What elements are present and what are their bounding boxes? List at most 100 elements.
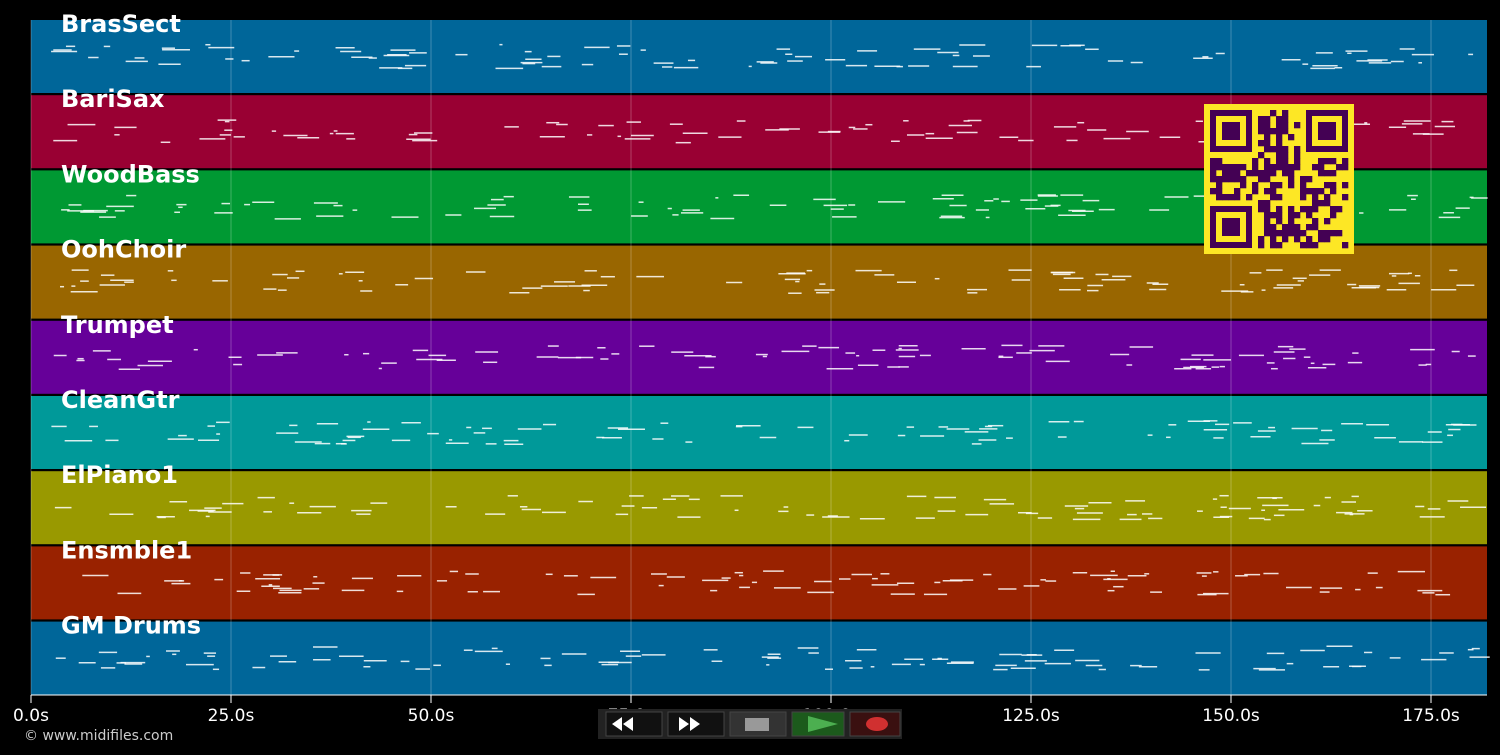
tick-label: 175.0s xyxy=(1402,706,1460,726)
qr-module xyxy=(1228,170,1235,177)
tick-label: 125.0s xyxy=(1002,706,1060,726)
qr-module xyxy=(1288,182,1295,189)
qr-module xyxy=(1258,200,1265,207)
track-lane xyxy=(31,471,1487,545)
track-name: ElPiano1 xyxy=(61,461,178,489)
qr-module xyxy=(1336,230,1343,237)
qr-module xyxy=(1330,206,1337,213)
qr-module xyxy=(1312,206,1319,213)
track-lane xyxy=(31,396,1487,469)
qr-module xyxy=(1282,158,1289,165)
qr-module xyxy=(1228,194,1235,201)
qr-module xyxy=(1282,224,1289,231)
qr-module xyxy=(1210,158,1217,165)
qr-module xyxy=(1216,194,1223,201)
qr-module xyxy=(1294,230,1301,237)
qr-module xyxy=(1318,236,1325,243)
track-lane xyxy=(31,20,1487,93)
qr-module xyxy=(1276,182,1283,189)
qr-module xyxy=(1294,158,1301,165)
qr-module xyxy=(1264,140,1271,147)
record-icon xyxy=(866,717,888,731)
qr-module xyxy=(1270,182,1277,189)
qr-module xyxy=(1210,176,1217,183)
qr-module xyxy=(1300,230,1307,237)
qr-module xyxy=(1288,206,1295,213)
qr-module xyxy=(1264,164,1271,171)
qr-module xyxy=(1312,218,1319,225)
qr-module xyxy=(1258,152,1265,159)
tick-label: 25.0s xyxy=(208,706,255,726)
qr-finder xyxy=(1222,122,1240,140)
qr-module xyxy=(1324,158,1331,165)
qr-module xyxy=(1288,230,1295,237)
qr-module xyxy=(1288,170,1295,177)
qr-module xyxy=(1258,122,1265,129)
qr-module xyxy=(1342,158,1349,165)
qr-module xyxy=(1264,116,1271,123)
qr-module xyxy=(1324,194,1331,201)
qr-module xyxy=(1240,176,1247,183)
qr-module xyxy=(1300,176,1307,183)
qr-module xyxy=(1264,230,1271,237)
track-lane xyxy=(31,546,1487,620)
qr-module xyxy=(1306,224,1313,231)
qr-module xyxy=(1294,152,1301,159)
tick-label: 50.0s xyxy=(408,706,455,726)
qr-module xyxy=(1306,188,1313,195)
qr-module xyxy=(1342,194,1349,201)
qr-module xyxy=(1324,236,1331,243)
qr-module xyxy=(1216,158,1223,165)
qr-module xyxy=(1324,182,1331,189)
qr-module xyxy=(1264,200,1271,207)
qr-module xyxy=(1234,164,1241,171)
qr-module xyxy=(1282,230,1289,237)
qr-module xyxy=(1240,164,1247,171)
qr-module xyxy=(1306,212,1313,219)
qr-module xyxy=(1312,200,1319,207)
qr-module xyxy=(1264,224,1271,231)
qr-module xyxy=(1252,182,1259,189)
qr-module xyxy=(1312,188,1319,195)
qr-module xyxy=(1216,182,1223,189)
qr-module xyxy=(1228,164,1235,171)
qr-module xyxy=(1294,212,1301,219)
qr-module xyxy=(1336,164,1343,171)
qr-module xyxy=(1330,230,1337,237)
qr-module xyxy=(1222,194,1229,201)
qr-module xyxy=(1276,206,1283,213)
play-icon xyxy=(808,716,838,732)
qr-module xyxy=(1312,224,1319,231)
tick-label: 0.0s xyxy=(13,706,49,726)
qr-module xyxy=(1264,212,1271,219)
qr-module xyxy=(1270,170,1277,177)
qr-module xyxy=(1258,140,1265,147)
qr-module xyxy=(1288,218,1295,225)
stop-icon xyxy=(745,718,769,731)
qr-module xyxy=(1276,242,1283,249)
qr-module xyxy=(1216,164,1223,171)
qr-finder xyxy=(1318,122,1336,140)
track-lane xyxy=(31,621,1487,695)
qr-module xyxy=(1234,176,1241,183)
qr-module xyxy=(1324,230,1331,237)
qr-module xyxy=(1276,212,1283,219)
qr-module xyxy=(1282,110,1289,117)
qr-module xyxy=(1270,230,1277,237)
forward-icon xyxy=(679,717,700,731)
qr-module xyxy=(1312,164,1319,171)
qr-module xyxy=(1324,170,1331,177)
qr-module xyxy=(1330,182,1337,189)
qr-module xyxy=(1342,242,1349,249)
qr-module xyxy=(1336,206,1343,213)
track-name: Trumpet xyxy=(61,311,174,339)
qr-module xyxy=(1306,176,1313,183)
qr-module xyxy=(1216,176,1223,183)
qr-module xyxy=(1318,158,1325,165)
qr-module xyxy=(1270,164,1277,171)
qr-module xyxy=(1318,164,1325,171)
qr-module xyxy=(1318,170,1325,177)
qr-module xyxy=(1318,188,1325,195)
qr-module xyxy=(1294,164,1301,171)
qr-module xyxy=(1330,188,1337,195)
